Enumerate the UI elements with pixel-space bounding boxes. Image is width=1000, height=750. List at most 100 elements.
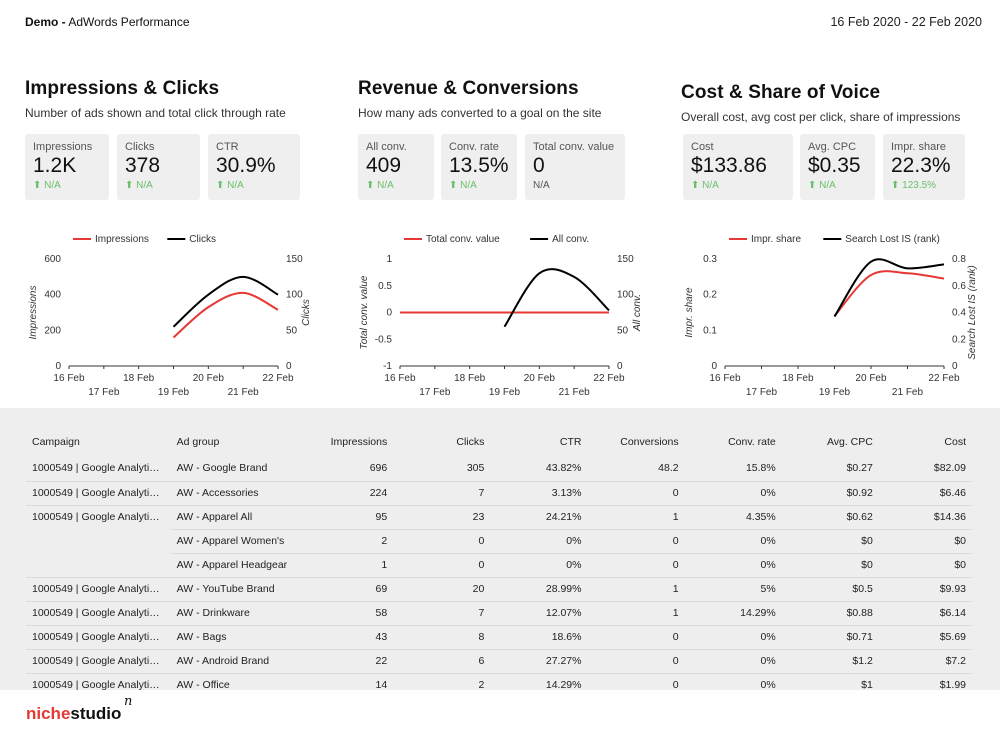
kpi-total-conv-value[interactable]: Total conv. value 0 N/A — [525, 134, 625, 200]
cell-clicks: 8 — [393, 624, 491, 649]
y-right-axis-label: Search Lost IS (rank) — [967, 265, 978, 359]
column-header-avg-cpc[interactable]: Avg. CPC — [826, 436, 873, 448]
kpi-delta: ⬆ N/A — [125, 180, 153, 191]
section-subtitle: How many ads converted to a goal on the … — [358, 106, 602, 120]
report-title: Demo - AdWords Performance — [25, 15, 190, 29]
cell-avg-cpc: $0.5 — [781, 576, 879, 601]
column-header-campaign[interactable]: Campaign — [32, 436, 80, 448]
legend-label: All conv. — [552, 234, 589, 245]
y-right-axis-label: Clicks — [301, 299, 312, 326]
table-row[interactable]: AW - Apparel Women's 2 0 0% 0 0% $0 $0 — [26, 528, 972, 553]
kpi-label: Total conv. value — [533, 141, 615, 153]
column-header-ctr[interactable]: CTR — [559, 436, 582, 448]
legend-label: Total conv. value — [426, 234, 500, 245]
cell-ctr: 18.6% — [490, 624, 588, 649]
kpi-delta: ⬆ N/A — [808, 180, 836, 191]
campaign-table: Campaign Ad group Impressions Clicks CTR… — [26, 430, 972, 697]
legend-label: Clicks — [189, 234, 216, 245]
kpi-ctr[interactable]: CTR 30.9% ⬆ N/A — [208, 134, 300, 200]
y-right-tick-label: 0.2 — [952, 334, 966, 345]
cell-campaign: 1000549 | Google Analytics ... — [32, 462, 171, 475]
cell-impressions: 224 — [302, 480, 394, 505]
x-tick-label: 21 Feb — [892, 387, 924, 398]
y-left-tick-label: 0 — [55, 361, 61, 372]
table-row[interactable]: 1000549 | Google Analytics ... AW - Acces… — [26, 480, 972, 505]
y-left-axis-label: Impressions — [28, 286, 39, 340]
kpi-impr-share[interactable]: Impr. share 22.3% ⬆ 123.5% — [883, 134, 965, 200]
cell-ctr: 43.82% — [545, 462, 582, 475]
column-header-clicks[interactable]: Clicks — [456, 436, 485, 448]
column-header-conversions[interactable]: Conversions — [620, 436, 679, 448]
kpi-avg-cpc[interactable]: Avg. CPC $0.35 ⬆ N/A — [800, 134, 875, 200]
x-tick-label: 18 Feb — [123, 373, 155, 384]
cell-avg-cpc: $0 — [781, 552, 879, 577]
table-row[interactable]: AW - Apparel Headgear 1 0 0% 0 0% $0 $0 — [26, 552, 972, 577]
kpi-value: 1.2K — [33, 154, 77, 177]
column-header-ad-group[interactable]: Ad group — [176, 436, 220, 448]
table-row[interactable]: 1000549 | Google Analytics ... AW - Drink… — [26, 600, 972, 625]
x-tick-label: 19 Feb — [158, 387, 190, 398]
cell-avg-cpc: $0.92 — [781, 480, 879, 505]
cell-avg-cpc: $0.88 — [781, 600, 879, 625]
report-title-bold: Demo - — [25, 15, 66, 29]
cell-conv-rate: 5% — [684, 576, 782, 601]
kpi-cost[interactable]: Cost $133.86 ⬆ N/A — [683, 134, 793, 200]
table-row[interactable]: 1000549 | Google Analytics ... AW - Offic… — [26, 672, 972, 697]
cell-campaign: 1000549 | Google Analytics ... — [26, 672, 171, 697]
table-row[interactable]: 1000549 | Google Analytics ... AW - Googl… — [26, 457, 972, 481]
column-header-cost[interactable]: Cost — [944, 436, 966, 448]
kpi-clicks[interactable]: Clicks 378 ⬆ N/A — [117, 134, 200, 200]
cell-avg-cpc: $0 — [781, 528, 879, 553]
y-right-tick-label: 100 — [617, 290, 634, 301]
y-left-tick-label: -1 — [383, 361, 392, 372]
kpi-label: Cost — [691, 141, 714, 153]
kpi-impressions[interactable]: Impressions 1.2K ⬆ N/A — [25, 134, 109, 200]
cell-avg-cpc: $1 — [781, 672, 879, 697]
cell-ad-group: AW - Office — [170, 672, 303, 697]
x-tick-label: 21 Feb — [228, 387, 260, 398]
section-subtitle: Number of ads shown and total click thro… — [25, 106, 286, 120]
cell-conv-rate: 0% — [684, 552, 782, 577]
cell-cost: $9.93 — [878, 576, 972, 601]
table-row[interactable]: 1000549 | Google Analytics ... AW - Appar… — [26, 504, 972, 529]
y-right-tick-label: 0 — [286, 361, 292, 372]
column-header-conv-rate[interactable]: Conv. rate — [728, 436, 776, 448]
cell-conv-rate: 0% — [684, 624, 782, 649]
cost-share-chart[interactable]: 0 0.1 0.2 0.3 0 0.2 0.4 0.6 0.8 16 Feb 17 Feb 18 Fe… — [681, 228, 981, 403]
date-range-control[interactable]: 16 Feb 2020 - 22 Feb 2020 — [830, 15, 982, 29]
x-tick-label: 22 Feb — [928, 373, 960, 384]
column-header-impressions[interactable]: Impressions — [330, 436, 388, 448]
cell-ctr: 14.29% — [490, 672, 588, 697]
table-row[interactable]: 1000549 | Google Analytics ... AW - Andro… — [26, 648, 972, 673]
cell-impressions: 22 — [302, 648, 394, 673]
y-left-tick-label: 200 — [44, 325, 61, 336]
cell-avg-cpc: $0.27 — [846, 462, 873, 475]
kpi-all-conv[interactable]: All conv. 409 ⬆ N/A — [358, 134, 434, 200]
cell-conversions: 0 — [587, 672, 685, 697]
x-tick-label: 21 Feb — [559, 387, 591, 398]
table-header-row: Campaign Ad group Impressions Clicks CTR… — [26, 430, 972, 457]
series-line-black — [172, 275, 279, 328]
cell-campaign: 1000549 | Google Analytics ... — [26, 648, 171, 673]
kpi-conv-rate[interactable]: Conv. rate 13.5% ⬆ N/A — [441, 134, 517, 200]
x-tick-label: 18 Feb — [454, 373, 486, 384]
revenue-conversions-chart-container: -1 -0.5 0 0.5 1 0 50 100 150 16 Feb 17 Feb 18 Feb 19… — [356, 228, 646, 408]
cell-ad-group: AW - Android Brand — [170, 648, 303, 673]
kpi-value: 409 — [366, 154, 402, 177]
cell-campaign: 1000549 | Google Analytics ... — [26, 600, 171, 625]
table-row[interactable]: 1000549 | Google Analytics ... AW - Bags 4… — [26, 624, 972, 649]
y-left-axis-label: Impr. share — [684, 287, 695, 338]
impressions-clicks-chart-container: 0 200 400 600 0 50 100 150 16 Feb 17 Feb 18 Feb 19 … — [25, 228, 315, 408]
table-row[interactable]: 1000549 | Google Analytics ... AW - YouTu… — [26, 576, 972, 601]
kpi-delta: ⬆ N/A — [449, 180, 477, 191]
series-line-black — [503, 268, 610, 328]
cell-clicks: 0 — [393, 528, 491, 553]
kpi-delta: N/A — [533, 180, 550, 191]
cell-ctr: 28.99% — [490, 576, 588, 601]
kpi-label: CTR — [216, 141, 239, 153]
table-body: 1000549 | Google Analytics ... AW - Googl… — [26, 457, 972, 697]
y-left-tick-label: -0.5 — [375, 334, 393, 345]
report-header: Demo - AdWords Performance 16 Feb 2020 -… — [0, 0, 1000, 44]
